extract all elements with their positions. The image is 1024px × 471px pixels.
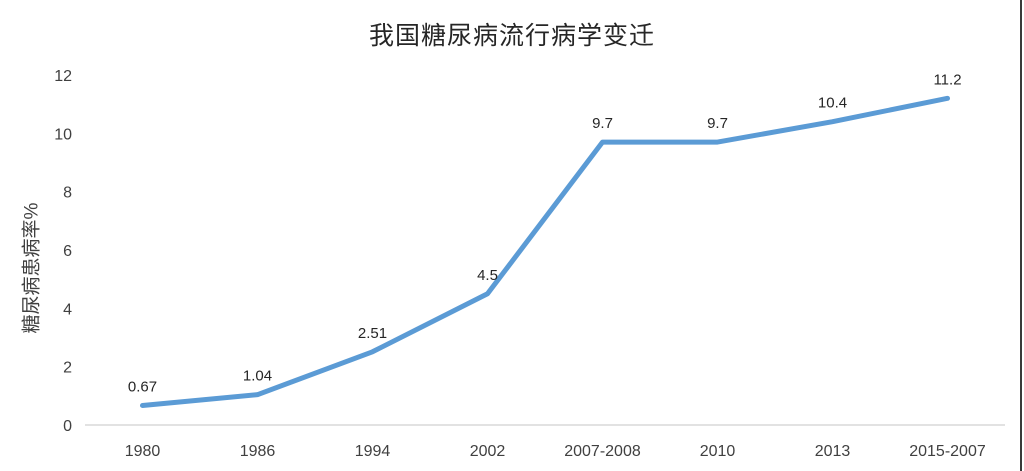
series-line — [140, 95, 950, 408]
y-axis-tick-label: 2 — [63, 360, 72, 377]
data-point-label: 0.67 — [128, 378, 157, 395]
x-axis-tick-label: 2015-2007 — [909, 443, 986, 460]
y-axis-tick-label: 8 — [63, 185, 72, 202]
x-axis-tick-label: 2007-2008 — [564, 443, 641, 460]
chart-title: 我国糖尿病流行病学变迁 — [368, 22, 655, 50]
data-point-label: 4.5 — [477, 267, 498, 284]
x-axis-tick-label: 2002 — [470, 443, 506, 460]
data-point-label: 9.7 — [592, 115, 613, 132]
y-axis-tick-label: 0 — [63, 418, 72, 435]
data-point-label: 11.2 — [933, 71, 961, 88]
data-point-label: 10.4 — [818, 95, 847, 112]
y-axis-tick-label: 6 — [63, 243, 72, 260]
y-axis-tick-label: 4 — [63, 301, 72, 318]
x-axis-tick-label: 1980 — [125, 443, 161, 460]
y-axis-tick-label: 12 — [54, 68, 72, 85]
x-axis-tick-label: 1994 — [355, 443, 391, 460]
image-right-border — [1020, 0, 1022, 471]
x-axis-tick-label: 2010 — [700, 443, 736, 460]
data-point-label: 1.04 — [243, 368, 272, 385]
x-axis-tick-label: 2013 — [815, 443, 851, 460]
y-axis-tick-label: 10 — [54, 126, 72, 143]
data-point-label: 2.51 — [358, 325, 387, 342]
x-axis-tick-label: 1986 — [240, 443, 276, 460]
data-point-label: 9.7 — [707, 115, 728, 132]
